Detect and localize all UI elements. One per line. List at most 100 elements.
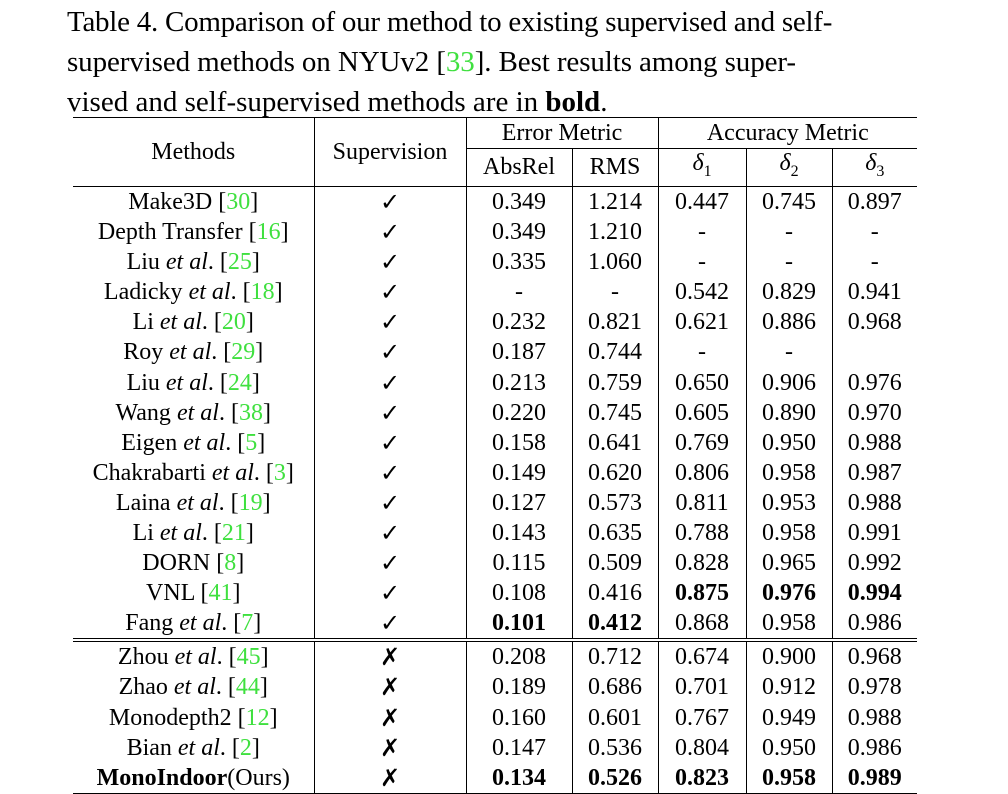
method-name-cell: Li et al. [20]	[132, 309, 254, 336]
et-al: et al	[176, 399, 219, 426]
method-name: DORN	[142, 550, 211, 577]
method-name-cell: Ladicky et al. [18]	[103, 279, 283, 306]
method-name: Fang	[125, 610, 174, 637]
citation-link[interactable]: 12	[245, 704, 270, 731]
metric-d3: -	[831, 216, 918, 248]
table-row: Liu et al. [24] ✓ 0.213 0.759 0.650 0.906 0.97…	[73, 367, 918, 398]
et-al: et al	[173, 674, 216, 701]
et-al: et al	[176, 489, 219, 516]
metric-d3: -	[831, 247, 918, 278]
citation-link[interactable]: 25	[227, 249, 252, 276]
metric-d1: 0.868	[657, 608, 747, 641]
check-icon: ✓	[313, 427, 466, 458]
table-row: VNL [41] ✓ 0.108 0.416 0.875 0.976 0.994	[73, 578, 918, 609]
citation-link[interactable]: 29	[231, 339, 256, 366]
metric-d3: 0.986	[831, 608, 918, 641]
table-row: Li et al. [21] ✓ 0.143 0.635 0.788 0.958 0.991	[73, 517, 918, 549]
metric-rms: -	[571, 277, 659, 308]
method-name: Li	[132, 309, 154, 336]
citation-link[interactable]: 41	[208, 580, 233, 607]
check-icon: ✓	[313, 337, 466, 368]
metric-rms: 0.416	[571, 578, 659, 609]
results-body: Make3D [30] ✓ 0.349 1.214 0.447 0.745 0.897 Dep…	[73, 185, 918, 794]
et-al: et al	[159, 309, 202, 336]
citation-link[interactable]: 7	[241, 610, 254, 637]
metric-d1: 0.767	[657, 702, 747, 733]
citation-link[interactable]: 21	[221, 519, 246, 546]
method-name: Monodepth2	[108, 704, 232, 731]
method-name-cell: Make3D [30]	[73, 185, 314, 217]
metric-absrel: 0.335	[465, 247, 572, 278]
table-row: Zhao et al. [44] ✗ 0.189 0.686 0.701 0.912 0.9…	[73, 672, 918, 703]
citation-link[interactable]: 5	[245, 429, 258, 456]
metric-rms: 0.745	[571, 397, 659, 428]
header-accuracy-metric: Accuracy Metric	[657, 116, 918, 150]
metric-rms: 0.509	[571, 548, 659, 579]
method-name: Li	[132, 519, 154, 546]
metric-d1: -	[657, 247, 747, 278]
metric-rms: 0.412	[571, 608, 659, 641]
method-name-cell: Wang et al. [38]	[115, 399, 271, 426]
method-name: MonoIndoor	[96, 764, 228, 791]
best-value: 0.823	[675, 764, 730, 791]
metric-d2: 0.958	[745, 517, 833, 549]
results-table: Methods Supervision Error Metric Accurac…	[73, 116, 918, 794]
citation-link[interactable]: 44	[235, 674, 260, 701]
metric-d1: 0.542	[657, 277, 747, 308]
metric-rms: 0.641	[571, 427, 659, 458]
citation-link[interactable]: 8	[224, 550, 237, 577]
metric-rms: 1.214	[571, 185, 659, 217]
metric-d2: 0.912	[745, 672, 833, 703]
metric-rms: 0.536	[571, 732, 659, 763]
check-icon: ✓	[313, 216, 466, 248]
caption-text: .	[600, 86, 608, 118]
metric-d2: 0.958	[745, 608, 833, 641]
header-methods: Methods	[73, 117, 314, 187]
method-name-cell: Li et al. [21]	[132, 519, 254, 546]
best-value: 0.976	[762, 580, 817, 607]
citation-link[interactable]: 45	[236, 644, 261, 671]
citation-link[interactable]: 24	[227, 369, 252, 396]
metric-d2: 0.950	[745, 427, 833, 458]
method-name-cell: Chakrabarti et al. [3]	[92, 459, 294, 486]
method-name-cell: Liu et al. [24]	[126, 369, 260, 396]
et-al: et al	[183, 429, 226, 456]
et-al: et al	[169, 339, 212, 366]
metric-d1: 0.769	[657, 427, 747, 458]
metric-d3: 0.992	[831, 548, 918, 579]
metric-d2: 0.886	[745, 307, 833, 338]
metric-d3: 0.986	[831, 732, 918, 763]
citation-link[interactable]: 19	[238, 489, 263, 516]
citation-link[interactable]: 3	[273, 459, 286, 486]
caption-text: vised and self-supervised methods are in	[67, 86, 546, 118]
citation-link[interactable]: 33	[445, 46, 475, 78]
header-rms: RMS	[571, 148, 659, 187]
method-name-cell: Monodepth2 [12]	[108, 704, 278, 731]
table-row: Wang et al. [38] ✓ 0.220 0.745 0.605 0.890 0.9…	[73, 397, 918, 428]
et-al: et al	[174, 644, 217, 671]
metric-rms: 0.686	[571, 672, 659, 703]
check-icon: ✓	[313, 247, 466, 278]
caption-line-2: supervised methods on NYUv2 [33]. Best r…	[67, 42, 927, 82]
check-icon: ✓	[313, 367, 466, 398]
best-value: 0.994	[847, 580, 902, 607]
metric-absrel: 0.127	[465, 487, 572, 518]
method-name-cell: Liu et al. [25]	[126, 249, 260, 276]
metric-absrel: 0.134	[465, 762, 572, 794]
citation-link[interactable]: 2	[239, 734, 252, 761]
citation-link[interactable]: 18	[250, 279, 275, 306]
citation-link[interactable]: 38	[238, 399, 263, 426]
metric-d1: -	[657, 216, 747, 248]
method-name: Eigen	[121, 429, 178, 456]
et-al: et al	[159, 519, 202, 546]
check-icon: ✓	[313, 185, 466, 217]
method-name: Ladicky	[103, 279, 183, 306]
citation-link[interactable]: 16	[256, 219, 281, 246]
citation-link[interactable]: 30	[226, 188, 251, 215]
method-name: Chakrabarti	[92, 459, 206, 486]
metric-d3: 0.988	[831, 487, 918, 518]
metric-rms: 0.744	[571, 337, 659, 368]
metric-d2: 0.745	[745, 185, 833, 217]
citation-link[interactable]: 20	[221, 309, 246, 336]
best-value: 0.101	[492, 610, 546, 637]
